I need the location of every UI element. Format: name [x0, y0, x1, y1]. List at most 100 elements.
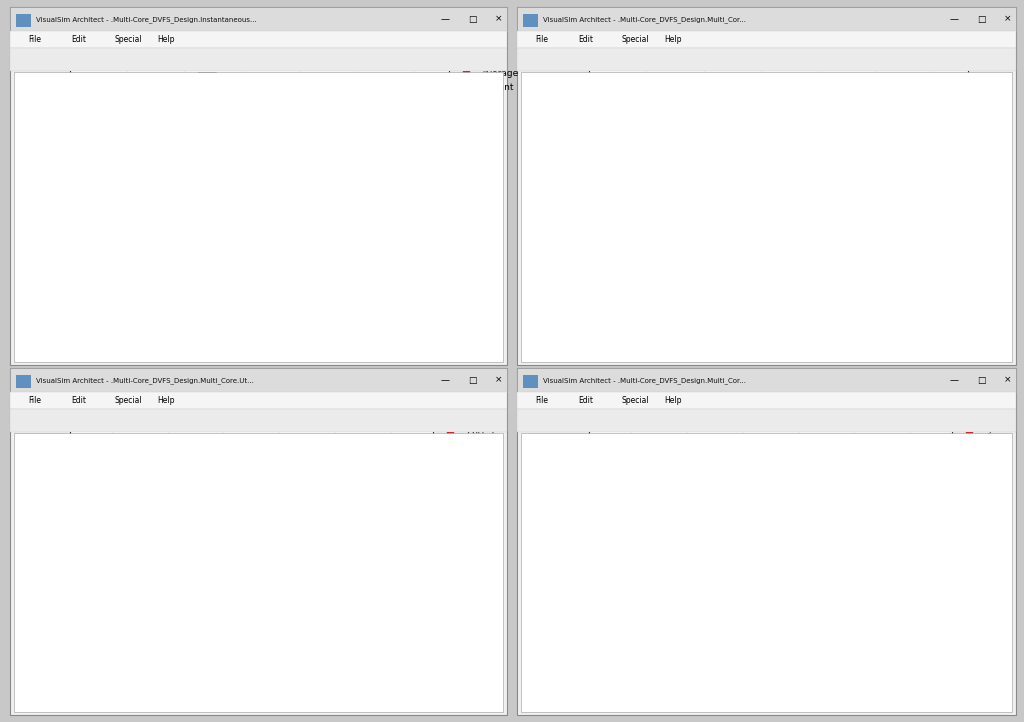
Point — [205, 205, 221, 217]
Text: Help: Help — [158, 396, 175, 405]
Point — [266, 238, 283, 249]
Point — [387, 174, 403, 186]
Point — [324, 220, 340, 232]
Point — [371, 184, 387, 196]
Point — [291, 261, 307, 272]
Point — [196, 201, 212, 212]
Point — [158, 196, 174, 207]
Point — [110, 258, 126, 269]
Point — [242, 218, 258, 230]
X-axis label: Simulation Time (Secs): Simulation Time (Secs) — [722, 335, 835, 344]
Point — [438, 197, 455, 209]
Point — [263, 182, 280, 193]
Point — [388, 219, 404, 231]
Point — [67, 272, 83, 284]
Point — [374, 156, 390, 168]
Point — [415, 274, 431, 286]
Point — [247, 243, 263, 254]
Point — [106, 255, 123, 266]
Text: File: File — [29, 35, 42, 44]
Text: $\times10^{-2}$: $\times10^{-2}$ — [423, 342, 453, 355]
Point — [368, 171, 384, 183]
Point — [379, 190, 395, 201]
Point — [339, 228, 355, 240]
Point — [132, 253, 148, 264]
Point — [217, 230, 233, 242]
Point — [418, 175, 434, 186]
Point — [78, 264, 94, 276]
Point — [267, 212, 284, 224]
Point — [72, 251, 88, 263]
Point — [314, 178, 331, 190]
Point — [197, 243, 213, 255]
Point — [359, 214, 376, 226]
Point — [98, 276, 115, 287]
Point — [329, 186, 345, 197]
Point — [240, 202, 256, 214]
Point — [280, 170, 296, 181]
Point — [365, 256, 381, 268]
Point — [316, 206, 333, 217]
Point — [125, 282, 141, 293]
Point — [194, 137, 210, 149]
Point — [332, 224, 348, 235]
Point — [171, 225, 187, 236]
Point — [233, 207, 250, 219]
Point — [375, 156, 391, 168]
Point — [365, 172, 381, 183]
Point — [306, 144, 323, 156]
Point — [241, 236, 257, 248]
Point — [306, 193, 323, 204]
Point — [318, 194, 335, 206]
Point — [137, 180, 154, 192]
Point — [275, 169, 292, 180]
Point — [185, 193, 202, 204]
Point — [332, 189, 348, 201]
Point — [155, 202, 171, 214]
Point — [275, 187, 292, 199]
Point — [399, 199, 416, 210]
Point — [370, 232, 386, 243]
Point — [253, 183, 269, 195]
Point — [296, 227, 312, 238]
Point — [140, 244, 157, 256]
Point — [129, 187, 145, 199]
Point — [260, 195, 276, 206]
Point — [115, 179, 131, 191]
Point — [431, 239, 447, 251]
Point — [268, 217, 285, 229]
Point — [401, 191, 418, 202]
Point — [122, 191, 138, 203]
Point — [212, 200, 228, 212]
Point — [75, 253, 91, 265]
Point — [257, 173, 273, 185]
Point — [332, 238, 348, 250]
Point — [120, 199, 136, 210]
Point — [336, 192, 352, 204]
X-axis label: Simulation Time (Secs): Simulation Time (Secs) — [715, 682, 826, 691]
Point — [378, 186, 394, 197]
Text: Special: Special — [622, 35, 649, 44]
Point — [243, 222, 259, 233]
Point — [432, 208, 449, 219]
Point — [146, 208, 163, 219]
Point — [100, 184, 117, 196]
Point — [158, 261, 174, 273]
Point — [435, 214, 452, 226]
Point — [319, 129, 336, 140]
Point — [346, 148, 362, 160]
Point — [138, 158, 155, 170]
Point — [338, 222, 354, 234]
Point — [166, 168, 182, 180]
Point — [101, 152, 118, 164]
Point — [399, 165, 416, 176]
Point — [182, 149, 199, 160]
Point — [431, 133, 447, 144]
Point — [215, 196, 231, 208]
Point — [103, 243, 120, 254]
Point — [299, 193, 315, 205]
Point — [162, 189, 178, 201]
Point — [324, 236, 340, 248]
Point — [79, 277, 95, 289]
Point — [265, 212, 282, 223]
